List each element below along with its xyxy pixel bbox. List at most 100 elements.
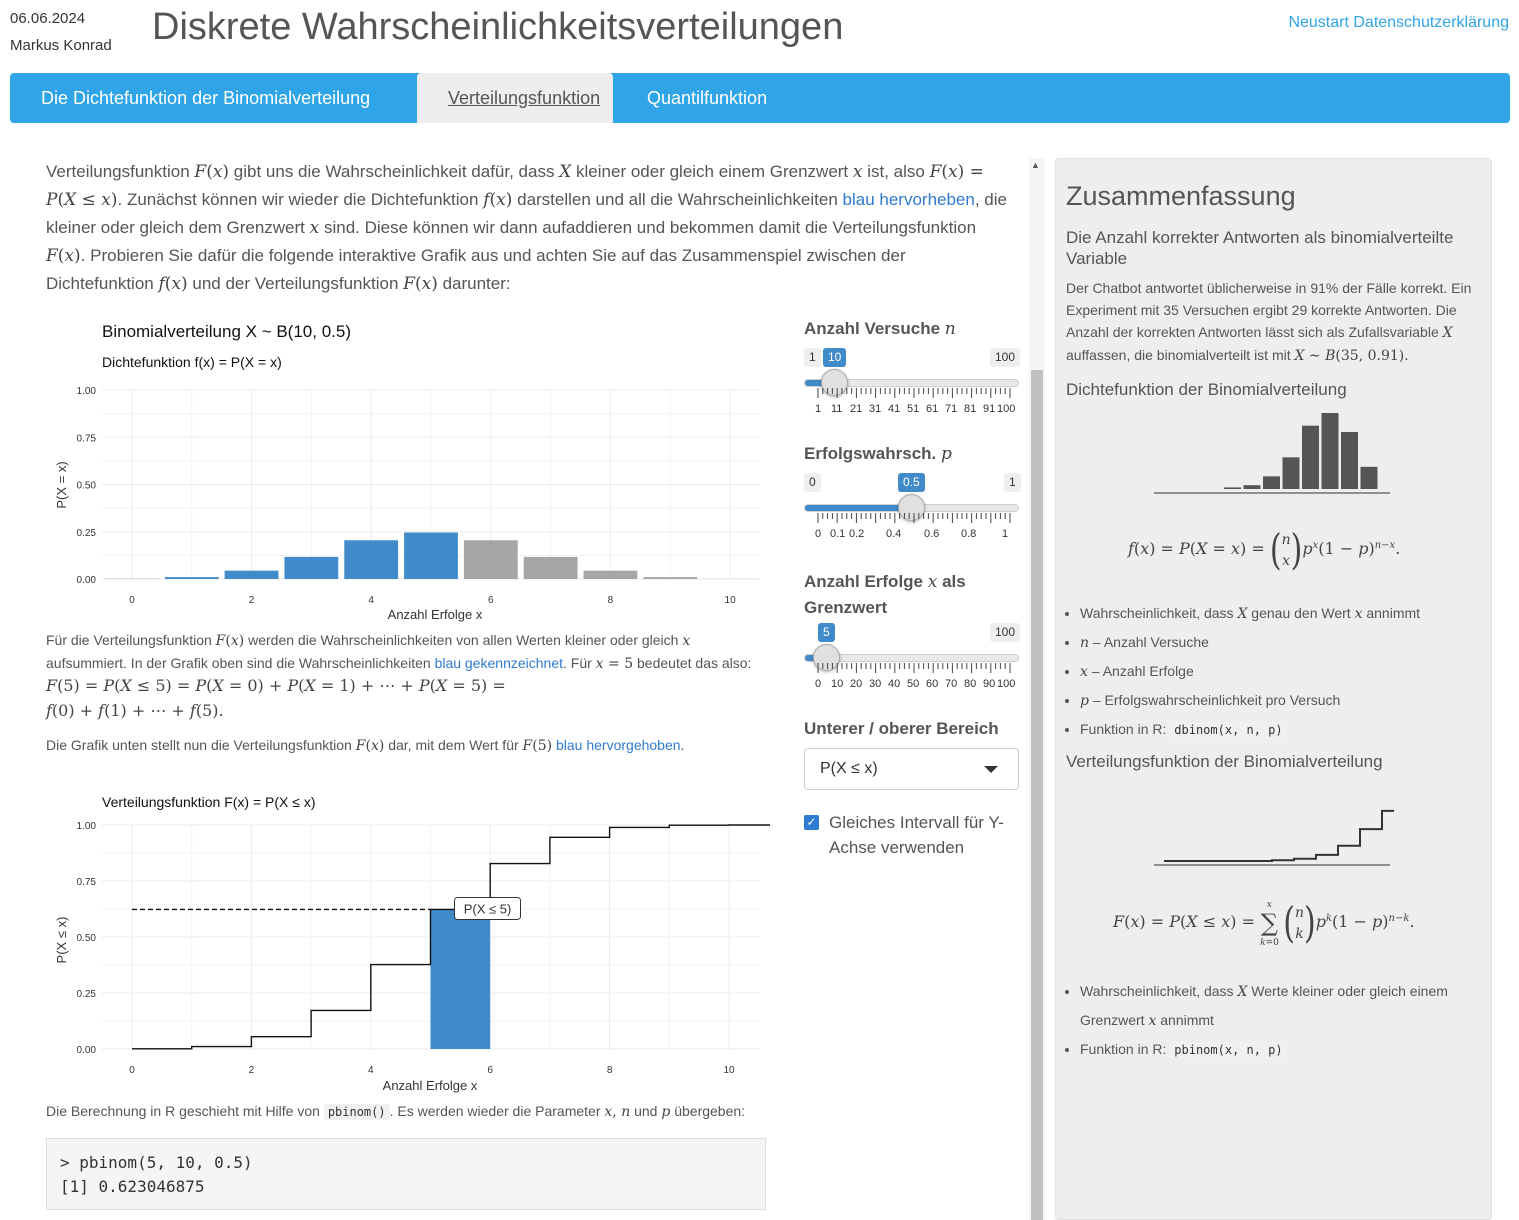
- y-tick-label: 0.00: [77, 1045, 97, 1056]
- n-slider-max: 100: [990, 348, 1021, 367]
- bar: [463, 540, 518, 579]
- x-slider-value: 5: [818, 623, 835, 642]
- mini-bar: [1321, 413, 1339, 489]
- x-tick-label: 2: [249, 1065, 255, 1076]
- sidebar-vert-heading: Verteilungsfunktion der Binomialverteilu…: [1066, 752, 1383, 771]
- sidebar-text: Der Chatbot antwortet üblicherweise in 9…: [1066, 280, 1472, 364]
- restart-link[interactable]: Neustart: [1288, 14, 1349, 31]
- y-tick-label: 0.50: [77, 933, 97, 944]
- dbinom-formula: f(x) = P(X = x) = (n x)px(1 − p)n−x.: [1128, 525, 1401, 575]
- x-tick-label: 8: [608, 595, 614, 606]
- plot1-title: Binomialverteilung X ~ B(10, 0.5): [102, 322, 351, 341]
- mini-bar: [1282, 457, 1300, 489]
- p-slider-min: 0: [804, 473, 821, 492]
- range-label: Unterer / oberer Bereich: [804, 719, 999, 738]
- y-tick-label: 0.75: [77, 433, 97, 444]
- highlight-link-2[interactable]: blau gekennzeichnet: [434, 655, 563, 671]
- same-y-checkbox[interactable]: ✓: [804, 815, 819, 830]
- dichte-bullets: Wahrscheinlichkeit, dass X genau den Wer…: [1080, 599, 1480, 744]
- vert-bullets: Wahrscheinlichkeit, dass X Werte kleiner…: [1080, 977, 1480, 1064]
- list-item: Wahrscheinlichkeit, dass X Werte kleiner…: [1080, 977, 1480, 1035]
- x-tick-label: 8: [607, 1065, 613, 1076]
- y-tick-label: 1.00: [77, 386, 97, 397]
- highlight-link[interactable]: blau hervorheben: [842, 190, 975, 209]
- n-slider-value: 10: [823, 348, 847, 367]
- tab-bar: Die Dichtefunktion der Binomialverteilun…: [10, 73, 1510, 123]
- mini-bar: [1224, 487, 1241, 489]
- p-slider-ticks: [817, 513, 1011, 523]
- pbinom-code: pbinom(): [323, 1104, 390, 1120]
- sum-formula: F(5) = P(X ≤ 5) = P(X = 0) + P(X = 1) + …: [46, 676, 506, 720]
- x-axis-label: Anzahl Erfolge x: [383, 1078, 478, 1093]
- list-item: Wahrscheinlichkeit, dass X genau den Wer…: [1080, 599, 1480, 628]
- y-tick-label: 0.00: [77, 575, 97, 586]
- mini-cdf-chart: [1154, 809, 1394, 866]
- header-links: Neustart Datenschutzerklärung: [1288, 14, 1509, 32]
- n-slider-track[interactable]: [804, 379, 1019, 387]
- x-slider-label: Anzahl Erfolge x als Grenzwert: [804, 572, 966, 617]
- x-tick-label: 10: [723, 1065, 735, 1076]
- x-tick-label: 10: [725, 595, 737, 606]
- density-chart: 0.00 0.25 0.50 0.75 1.00 0 2 4 6 8 10 Anzahl Erfolg…: [54, 386, 760, 622]
- bar: [643, 577, 698, 579]
- n-slider-min: 1: [804, 348, 821, 367]
- tab-verteilungsfunktion[interactable]: Verteilungsfunktion: [417, 73, 613, 123]
- list-item: x – Anzahl Erfolge: [1080, 657, 1480, 686]
- y-axis-label: P(X ≤ x): [54, 917, 69, 964]
- code-line-2: [1] 0.623046875: [60, 1177, 205, 1196]
- p-slider-handle[interactable]: [898, 494, 925, 521]
- list-item: p – Erfolgswahrscheinlichkeit pro Versuc…: [1080, 686, 1480, 715]
- y-tick-label: 0.25: [77, 528, 97, 539]
- mini-step-line: [1164, 809, 1394, 862]
- mini-bar: [1360, 466, 1378, 489]
- code-line-1: > pbinom(5, 10, 0.5): [60, 1153, 253, 1172]
- bar: [284, 556, 339, 579]
- intro-paragraph: Verteilungsfunktion F(x) gibt uns die Wa…: [46, 162, 1007, 294]
- bar: [523, 556, 578, 579]
- header-date: 06.06.2024: [10, 10, 86, 27]
- y-axis-label: P(X = x): [54, 461, 69, 508]
- x-slider-max: 100: [990, 623, 1021, 642]
- tab-quantilfunktion[interactable]: Quantilfunktion: [647, 88, 768, 108]
- list-item: n – Anzahl Versuche: [1080, 628, 1480, 657]
- sidebar-subtitle: Die Anzahl korrekter Antworten als binom…: [1066, 228, 1454, 268]
- sum-explanation: Für die Verteilungsfunktion F(x) werden …: [46, 632, 752, 672]
- y-tick-label: 0.75: [77, 877, 97, 888]
- mini-density-chart: [1154, 413, 1390, 494]
- p-slider-max: 1: [1004, 473, 1021, 492]
- r-explanation: Die Berechnung in R geschieht mit Hilfe …: [46, 1103, 746, 1120]
- y-tick-label: 1.00: [77, 821, 97, 832]
- bar: [224, 570, 279, 579]
- mini-bar: [1243, 485, 1261, 489]
- x-tick-label: 6: [488, 595, 494, 606]
- highlight-bar: [430, 909, 491, 1049]
- summary-sidebar: Zusammenfassung Die Anzahl korrekter Ant…: [1055, 158, 1492, 1220]
- bar: [583, 570, 638, 579]
- n-slider-handle[interactable]: [821, 369, 848, 396]
- bar: [404, 532, 458, 579]
- r-code-block: > pbinom(5, 10, 0.5) [1] 0.623046875: [46, 1138, 766, 1210]
- plot2-subtitle: Verteilungsfunktion F(x) = P(X ≤ x): [102, 794, 316, 810]
- p-slider-value: 0.5: [898, 473, 925, 492]
- cdf-chart: P(X ≤ 5) 0.00 0.25 0.50 0.75 1.00 0 2 4 6 8 10 Anzah…: [54, 821, 770, 1093]
- annotation-box: [454, 896, 521, 920]
- same-y-label: Gleiches Intervall für Y-Achse verwenden: [829, 813, 1004, 857]
- privacy-link[interactable]: Datenschutzerklärung: [1353, 14, 1509, 31]
- annotation-label: P(X ≤ 5): [464, 901, 512, 916]
- scroll-up-arrow-icon[interactable]: ▲: [1031, 160, 1040, 170]
- mini-bar: [1302, 425, 1319, 489]
- cdf-intro: Die Grafik unten stellt nun die Verteilu…: [46, 737, 685, 754]
- tab-dichtefunktion[interactable]: Die Dichtefunktion der Binomialverteilun…: [41, 88, 371, 108]
- highlight-link-3[interactable]: blau hervorgehoben: [556, 737, 681, 753]
- x-axis-label: Anzahl Erfolge x: [388, 607, 483, 622]
- sidebar-dichte-heading: Dichtefunktion der Binomialverteilung: [1066, 380, 1347, 399]
- range-select[interactable]: P(X ≤ x): [804, 748, 1019, 790]
- n-slider-label: Anzahl Versuche n: [804, 319, 956, 339]
- x-tick-label: 4: [368, 1065, 374, 1076]
- scrollbar-thumb[interactable]: [1031, 370, 1043, 1220]
- p-slider-label: Erfolgswahrsch. p: [804, 444, 952, 464]
- range-select-value: P(X ≤ x): [820, 760, 878, 777]
- plot1-subtitle: Dichtefunktion f(x) = P(X = x): [102, 354, 282, 370]
- y-tick-label: 0.50: [77, 481, 97, 492]
- bar: [164, 577, 219, 579]
